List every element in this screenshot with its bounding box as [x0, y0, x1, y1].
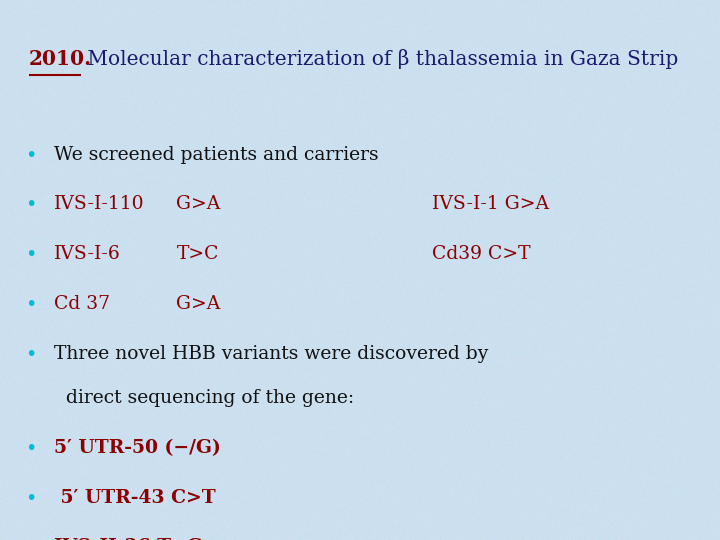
Text: direct sequencing of the gene:: direct sequencing of the gene:: [54, 389, 354, 407]
Text: We screened patients and carriers: We screened patients and carriers: [54, 146, 379, 164]
Text: IVS-I-6: IVS-I-6: [54, 245, 121, 263]
Text: •: •: [25, 489, 37, 508]
Text: G>A: G>A: [176, 195, 220, 213]
Text: Molecular characterization of β thalassemia in Gaza Strip: Molecular characterization of β thalasse…: [81, 49, 679, 69]
Text: IVS-II-26 T>G.: IVS-II-26 T>G.: [54, 538, 209, 540]
Text: 5′ UTR-43 C>T: 5′ UTR-43 C>T: [54, 489, 216, 507]
Text: IVS-I-1 G>A: IVS-I-1 G>A: [432, 195, 549, 213]
Text: •: •: [25, 295, 37, 314]
Text: Cd 37: Cd 37: [54, 295, 110, 313]
Text: 5′ UTR-50 (−/G): 5′ UTR-50 (−/G): [54, 439, 221, 457]
Text: •: •: [25, 146, 37, 165]
Text: T>C: T>C: [176, 245, 219, 263]
Text: 2010.: 2010.: [29, 49, 92, 69]
Text: •: •: [25, 345, 37, 363]
Text: •: •: [25, 195, 37, 214]
Text: Three novel HBB variants were discovered by: Three novel HBB variants were discovered…: [54, 345, 488, 362]
Text: G>A: G>A: [176, 295, 220, 313]
Text: •: •: [25, 538, 37, 540]
Text: IVS-I-110: IVS-I-110: [54, 195, 145, 213]
Text: •: •: [25, 439, 37, 458]
Text: •: •: [25, 245, 37, 264]
Text: Cd39 C>T: Cd39 C>T: [432, 245, 531, 263]
